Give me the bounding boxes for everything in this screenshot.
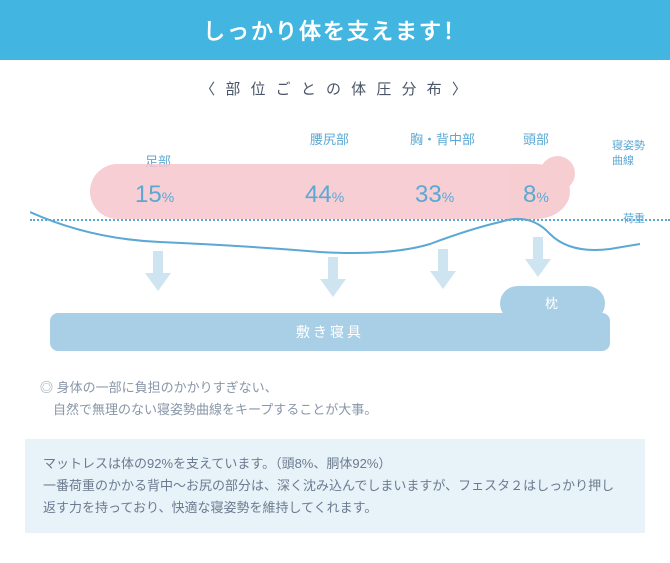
mattress-bar: 敷き寝具 <box>50 313 610 351</box>
label-posture-curve: 寝姿勢 曲線 <box>612 139 645 170</box>
note-block: ◎ 身体の一部に負担のかかりすぎない、 自然で無理のない寝姿勢曲線をキープするこ… <box>0 369 670 431</box>
pressure-diagram: 足部 腰尻部 胸・背中部 頭部 15% 44% 33% 8% 寝姿勢 曲線 荷重… <box>30 109 640 369</box>
label-chest: 胸・背中部 <box>410 129 475 148</box>
pillow-label: 枕 <box>545 296 560 311</box>
label-hip: 腰尻部 <box>310 129 349 148</box>
mattress-label: 敷き寝具 <box>296 324 364 340</box>
header-title: しっかり体を支えます！ <box>203 19 467 44</box>
arrow-down-icon <box>145 251 171 291</box>
footer-line-1: マットレスは体の92%を支えています。（頭8%、胴体92%） <box>43 453 627 475</box>
subtitle: 〈 部 位 ご と の 体 圧 分 布 〉 <box>0 60 670 109</box>
arrow-down-icon <box>525 237 551 277</box>
footer-line-2: 一番荷重のかかる背中〜お尻の部分は、深く沈み込んでしまいますが、フェスタ２はしっ… <box>43 475 627 519</box>
note-line-2: 自然で無理のない寝姿勢曲線をキープすることが大事。 <box>40 399 630 421</box>
header-bar: しっかり体を支えます！ <box>0 0 670 60</box>
arrow-down-icon <box>430 249 456 289</box>
arrow-down-icon <box>320 257 346 297</box>
label-head: 頭部 <box>523 129 549 148</box>
note-line-1: ◎ 身体の一部に負担のかかりすぎない、 <box>40 377 630 399</box>
footer-box: マットレスは体の92%を支えています。（頭8%、胴体92%） 一番荷重のかかる背… <box>25 439 645 533</box>
